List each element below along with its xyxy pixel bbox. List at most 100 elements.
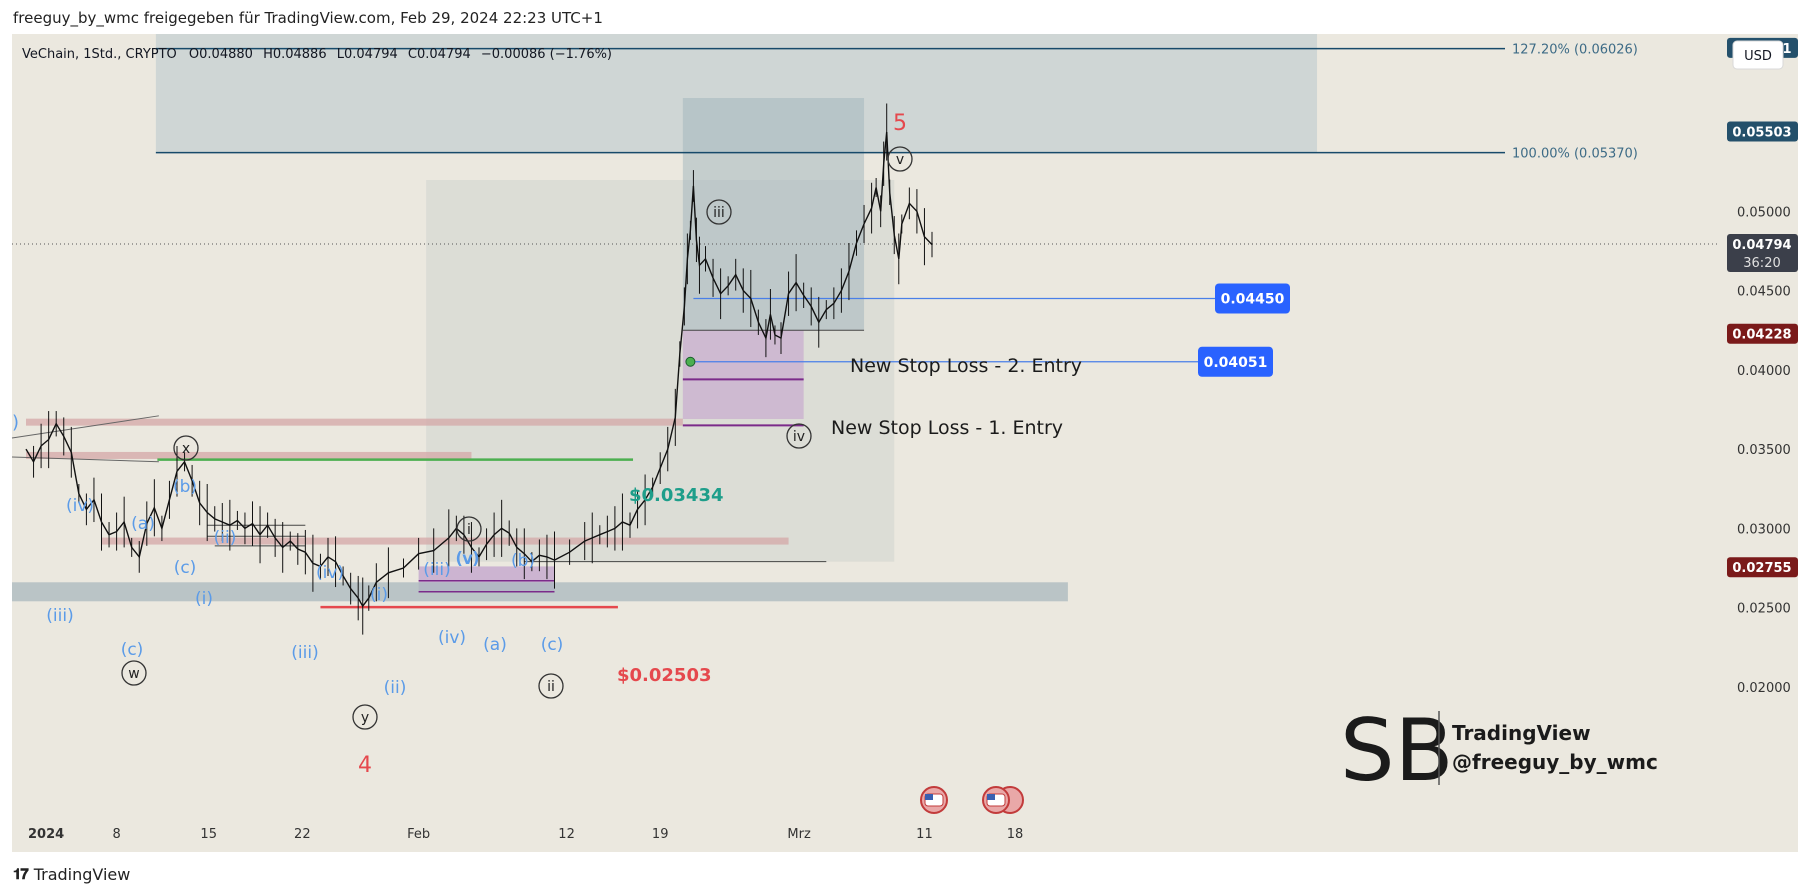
price-series[interactable]: [25, 131, 933, 608]
ohlc-high: H0.04886: [263, 47, 327, 62]
price-badge-4228-text: 0.04228: [1732, 328, 1791, 343]
support-zone: [26, 451, 472, 459]
entry-1-badge[interactable]: [1198, 346, 1273, 377]
y-tick-label: 0.03500: [1737, 443, 1791, 458]
wave-label-circle: [456, 516, 482, 542]
wave-label-blue: (a): [483, 635, 507, 655]
wave-label-blue: (b): [511, 551, 535, 571]
entry-2-badge-text: 0.04450: [1221, 291, 1285, 307]
wave-label-blue: (c): [121, 640, 144, 660]
y-tick-label: 0.04000: [1737, 364, 1791, 379]
price-chart[interactable]: 127.20% (0.06026) 100.00% (0.05370) 2024 8 1…: [0, 34, 1815, 854]
x-tick-label: 2024: [28, 827, 64, 842]
wave-label-circled: x: [182, 441, 190, 457]
wave-label-blue: (iv): [66, 496, 94, 516]
x-tick-label: 22: [294, 827, 311, 842]
price-badge-fib100: [1727, 121, 1798, 142]
x-tick-label: Feb: [407, 827, 430, 842]
right-scale-background: [1720, 34, 1798, 852]
wave-label-blue: (iii): [291, 643, 318, 663]
wave-4-label: 4: [358, 753, 372, 778]
y-tick-label: 0.02500: [1737, 602, 1791, 617]
event-flag-us-2[interactable]: [982, 786, 1024, 814]
price-badge-2755: [1727, 557, 1798, 578]
wave-label-circle: [173, 435, 199, 461]
chart-title: VeChain, 1Std., CRYPTO: [22, 47, 177, 62]
wave-label-blue: (ii): [214, 528, 237, 548]
wave-label-circled: iii: [713, 205, 725, 221]
watermark-line1: TradingView: [1452, 721, 1591, 745]
wave-label-blue: (v): [455, 549, 478, 569]
wave-label-blue: (c): [174, 558, 197, 578]
ohlc-low: L0.04794: [337, 47, 398, 62]
x-tick-label: 18: [1007, 827, 1024, 842]
wave-label-blue: (iii): [423, 560, 450, 580]
edge-wave-label: ): [12, 412, 19, 433]
stop-loss-1-label: New Stop Loss - 1. Entry: [831, 417, 1063, 439]
watermark-line2: @freeguy_by_wmc: [1452, 750, 1658, 774]
wave-label-circle: [121, 660, 147, 686]
wave-label-circle: [887, 146, 913, 172]
x-tick-label: Mrz: [787, 827, 811, 842]
wave-label-blue: (iv): [316, 563, 344, 583]
wave-label-circle: [538, 673, 564, 699]
footer: 𝟏𝟕 TradingView: [13, 862, 130, 886]
wave-label-circled: w: [128, 666, 139, 682]
author-monogram-icon: SB: [1340, 701, 1454, 801]
entry-1-badge-text: 0.04051: [1204, 355, 1268, 371]
x-tick-label: 15: [200, 827, 217, 842]
wave-label-blue: (v): [456, 549, 479, 569]
fib-level-label: 127.20% (0.06026): [1512, 43, 1638, 58]
wave-label-blue: (iii): [46, 606, 73, 626]
wave-4-box: [682, 330, 804, 419]
wave-label-blue: (ii): [384, 678, 407, 698]
wave-label-circle: [706, 199, 732, 225]
price-badge-4228: [1727, 323, 1798, 344]
price-badge-fib100-text: 0.05503: [1732, 126, 1791, 141]
x-tick-label: 8: [112, 827, 120, 842]
currency-label: USD: [1744, 49, 1772, 64]
wave-label-circled: iv: [793, 429, 805, 445]
wave-label-blue: (a): [131, 514, 155, 534]
price-badge-2755-text: 0.02755: [1732, 561, 1791, 576]
footer-brand: TradingView: [33, 864, 131, 884]
x-tick-label: 12: [558, 827, 575, 842]
price-badge-last-text: 0.04794: [1732, 238, 1791, 253]
wave-label-blue: (iv): [438, 628, 466, 648]
wave-5-label: 5: [893, 111, 907, 136]
event-flag-us[interactable]: [920, 786, 948, 814]
stop-loss-2-label: New Stop Loss - 2. Entry: [850, 355, 1082, 377]
y-tick-label: 0.03000: [1737, 522, 1791, 537]
ohlc-change: −0.00086 (−1.76%): [481, 47, 612, 62]
wave-label-blue: (i): [195, 589, 213, 609]
trend-line: [11, 415, 159, 439]
currency-button[interactable]: USD: [1732, 40, 1784, 70]
ohlc-close: C0.04794: [408, 47, 471, 62]
y-tick-label: 0.04500: [1737, 285, 1791, 300]
wave-label-blue: (b): [173, 477, 197, 497]
support-zone: [26, 418, 683, 426]
wave-label-circled: y: [361, 710, 369, 726]
entry-2-badge[interactable]: [1215, 283, 1290, 314]
wave-label-circled: i: [467, 522, 471, 538]
x-tick-label: 11: [916, 827, 933, 842]
x-tick-label: 19: [652, 827, 669, 842]
bar-countdown: 36:20: [1743, 256, 1780, 271]
wave-label-circled: v: [896, 152, 904, 168]
share-header: freeguy_by_wmc freigegeben für TradingVi…: [13, 9, 603, 27]
chart-area[interactable]: 127.20% (0.06026) 100.00% (0.05370) 2024 8 1…: [0, 34, 1815, 854]
y-tick-label: 0.05000: [1737, 205, 1791, 220]
trend-line-2: [11, 456, 159, 463]
wave-label-circle: [786, 423, 812, 449]
ohlc-open: O0.04880: [189, 47, 253, 62]
fib-level-label: 100.00% (0.05370): [1512, 147, 1638, 162]
wave-label-circle: [352, 704, 378, 730]
y-tick-label: 0.02000: [1737, 681, 1791, 696]
wave-label-blue: (i): [370, 585, 388, 605]
low-price-label: $0.02503: [617, 665, 712, 686]
wave-label-circled: ii: [547, 679, 555, 695]
author-watermark: SB TradingView @freeguy_by_wmc: [1340, 701, 1658, 801]
price-badge-last: [1727, 233, 1798, 272]
entry-1-point[interactable]: [685, 356, 696, 367]
wave-5-zone: [682, 98, 865, 331]
